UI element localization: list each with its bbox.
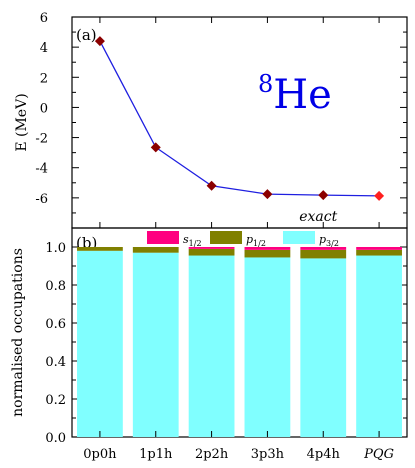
y-tick-label-a: -4 [35, 162, 48, 177]
occupation-panel: 0.0 0.2 0.4 0.6 0.8 1.0 normalised occupations… [10, 227, 408, 462]
y-tick-label-a: 0 [40, 101, 48, 116]
y-tick-label-b: 0.8 [45, 279, 66, 294]
bar-segment [244, 249, 291, 258]
bar-segment [77, 250, 123, 437]
y-tick-label-b: 0.2 [45, 393, 66, 408]
panel-label-a: (a) [76, 26, 97, 44]
legend-subscript: 1/2 [253, 239, 266, 248]
y-tick-label-a: -2 [35, 132, 48, 147]
bar-segment [132, 247, 179, 253]
bar-segment [188, 247, 235, 249]
x-tick-label: 1p1h [139, 447, 173, 462]
y-tick-label-b: 0.4 [45, 355, 66, 370]
panel-a-frame [71, 16, 408, 229]
exact-connector-line [323, 194, 380, 197]
legend-label: p3/2 [319, 233, 339, 248]
legend-subscript: 3/2 [326, 239, 339, 248]
exact-point [374, 190, 385, 201]
nucleus-annotation: 8He [258, 70, 332, 118]
legend-swatch [283, 231, 315, 244]
legend-subscript: 1/2 [189, 239, 202, 248]
energy-point [318, 190, 329, 201]
bar-segment [356, 249, 402, 256]
bar-segment [356, 255, 402, 437]
y-tick-label-b: 1.0 [45, 241, 66, 256]
bar-segment [244, 247, 291, 250]
legend-orbital: p [246, 233, 253, 246]
x-tick-label: 4p4h [307, 447, 341, 462]
legend-swatch [147, 231, 179, 244]
energy-series-line [99, 40, 324, 196]
y-tick-label-a: 2 [40, 71, 48, 86]
bar-segment [300, 249, 347, 259]
bar-segment [300, 258, 347, 437]
legend-label: p1/2 [246, 233, 266, 248]
energy-panel: 6 4 2 0 -2 -4 -6 E (MeV) (a) 8He exact [14, 11, 408, 229]
x-tick-label: 3p3h [251, 447, 285, 462]
bar-segment [356, 247, 402, 250]
energy-point [150, 142, 161, 153]
y-tick-label-b: 0.6 [45, 317, 66, 332]
legend-label: s1/2 [183, 233, 202, 248]
legend-orbital: s [183, 233, 189, 246]
bar-segment [188, 248, 235, 256]
y-tick-label-a: 4 [40, 41, 48, 56]
x-tick-label: 2p2h [195, 447, 229, 462]
bar-segment [77, 247, 123, 251]
mass-number: 8 [258, 70, 273, 98]
exact-label: exact [299, 209, 337, 225]
y-axis-label-a: E (MeV) [14, 93, 30, 151]
energy-point [206, 180, 217, 191]
bar-segment [188, 255, 235, 437]
legend-swatch [210, 231, 242, 244]
bar-segment [300, 247, 347, 250]
x-tick-label: PQG [363, 447, 394, 462]
energy-point [94, 36, 105, 47]
y-tick-label-b: 0.0 [45, 431, 66, 446]
bar-segment [132, 252, 179, 437]
bar-segment [244, 257, 291, 437]
energy-point [262, 189, 273, 200]
element-symbol: He [273, 72, 332, 118]
legend-orbital: p [319, 233, 326, 246]
panel-b-frame [71, 227, 408, 438]
y-tick-label-a: -6 [35, 192, 48, 207]
y-axis-label-b: normalised occupations [10, 248, 26, 417]
x-tick-label: 0p0h [83, 447, 117, 462]
y-tick-label-a: 6 [40, 11, 48, 26]
